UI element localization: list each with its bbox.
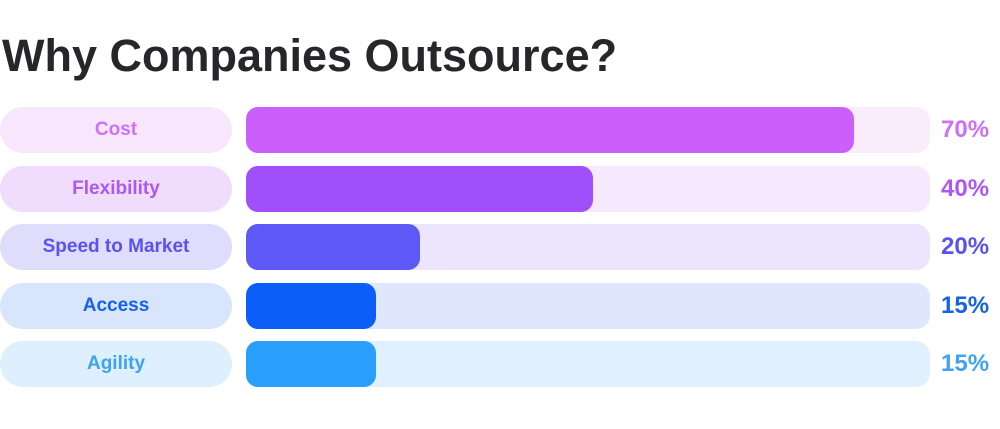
bar xyxy=(246,107,854,153)
bar-row: Access 15% xyxy=(0,282,1000,329)
bar-track xyxy=(246,165,930,212)
category-label: Access xyxy=(0,282,232,329)
value-label: 15% xyxy=(941,291,990,319)
value-label: 40% xyxy=(941,174,990,202)
bar-row: Flexibility 40% xyxy=(0,165,1000,212)
value-label: 70% xyxy=(941,116,990,143)
value-label: 15% xyxy=(941,350,990,377)
bar-row: Cost 70% xyxy=(0,107,1000,153)
bar-row: Speed to Market 20% xyxy=(0,224,1000,270)
value-label: 20% xyxy=(941,233,990,260)
bar xyxy=(246,341,377,387)
bar-row: Agility 15% xyxy=(0,341,1000,387)
category-label: Speed to Market xyxy=(0,224,232,270)
bar-track xyxy=(246,282,930,329)
bar-track xyxy=(246,107,930,153)
category-label: Flexibility xyxy=(0,165,232,212)
category-label: Cost xyxy=(0,107,232,153)
bar-track xyxy=(246,341,930,387)
bar-track xyxy=(246,224,930,270)
chart-title: Why Companies Outsource? xyxy=(2,30,618,81)
bar xyxy=(246,282,377,329)
bar xyxy=(246,165,594,212)
bar xyxy=(246,224,420,270)
category-label: Agility xyxy=(0,341,232,387)
